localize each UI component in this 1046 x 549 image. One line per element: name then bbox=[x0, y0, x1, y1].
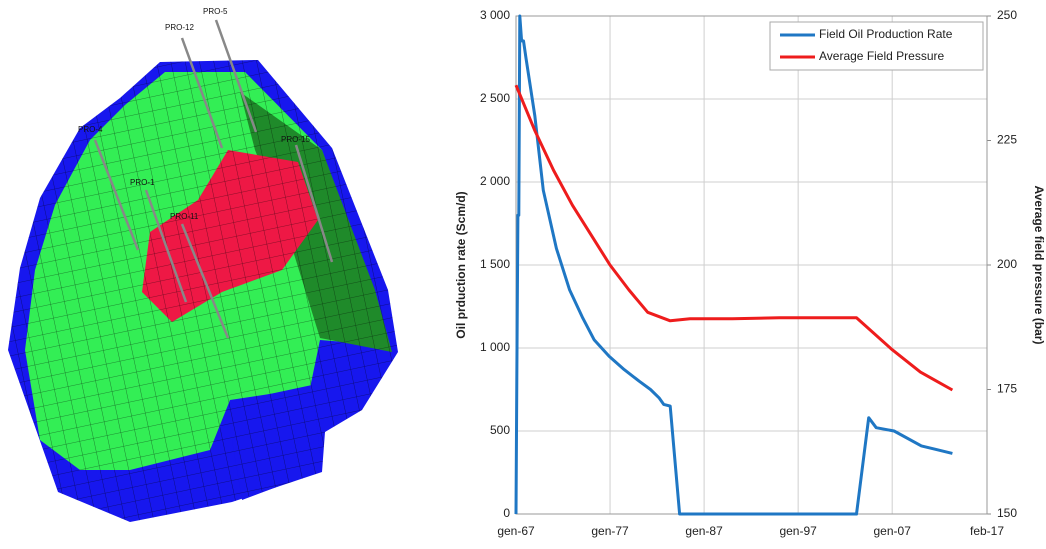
y2-tick-label: 150 bbox=[997, 506, 1017, 520]
y-tick-label: 3 000 bbox=[480, 8, 510, 22]
y-tick-label: 2 500 bbox=[480, 91, 510, 105]
well-label: PRO-12 bbox=[165, 23, 194, 32]
legend-label: Field Oil Production Rate bbox=[819, 27, 953, 41]
y-tick-label: 500 bbox=[490, 423, 510, 437]
x-tick-label: gen-87 bbox=[685, 524, 723, 538]
page: PRO-5 PRO-12 PRO-4 PRO-1 PRO-11 PRO-15 O… bbox=[0, 0, 1046, 544]
y2-axis-title: Average field pressure (bar) bbox=[1032, 186, 1046, 345]
grid-cells bbox=[8, 60, 398, 522]
x-tick-label: feb-17 bbox=[970, 524, 1004, 538]
legend-label: Average Field Pressure bbox=[819, 49, 945, 63]
well-label: PRO-11 bbox=[170, 212, 199, 221]
reservoir-model: PRO-5 PRO-12 PRO-4 PRO-1 PRO-11 PRO-15 bbox=[8, 7, 398, 522]
y2-tick-label: 200 bbox=[997, 257, 1017, 271]
x-tick-label: gen-07 bbox=[874, 524, 912, 538]
series-line bbox=[516, 85, 952, 390]
well-label: PRO-5 bbox=[203, 7, 228, 16]
x-tick-label: gen-97 bbox=[779, 524, 817, 538]
y-tick-label: 1 500 bbox=[480, 257, 510, 271]
well-label: PRO-1 bbox=[130, 178, 155, 187]
y2-tick-label: 175 bbox=[997, 382, 1017, 396]
chart: Oil prduction rate (Scm/d) Average field… bbox=[454, 8, 1046, 538]
y2-tick-label: 250 bbox=[997, 8, 1017, 22]
well-label: PRO-4 bbox=[78, 125, 103, 134]
well-label: PRO-15 bbox=[281, 135, 310, 144]
y2-tick-label: 225 bbox=[997, 133, 1017, 147]
y-tick-label: 1 000 bbox=[480, 340, 510, 354]
y-tick-label: 2 000 bbox=[480, 174, 510, 188]
y-axis-title: Oil prduction rate (Scm/d) bbox=[454, 191, 468, 338]
x-tick-label: gen-67 bbox=[497, 524, 535, 538]
x-tick-label: gen-77 bbox=[591, 524, 629, 538]
y-tick-label: 0 bbox=[503, 506, 510, 520]
